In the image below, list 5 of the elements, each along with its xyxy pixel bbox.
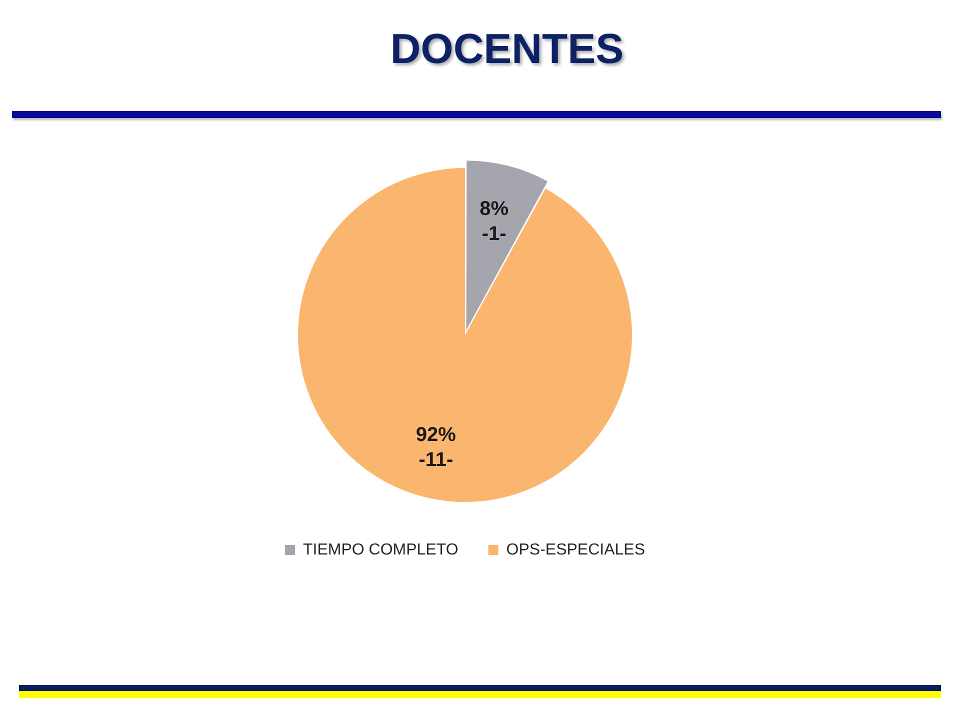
data-label: 92% -11- — [416, 424, 456, 472]
chart-title: DOCENTES — [389, 24, 625, 74]
data-label: 8% -1- — [480, 198, 509, 245]
legend-label: OPS-ESPECIALES — [506, 541, 645, 558]
legend-label: TIEMPO COMPLETO — [303, 541, 458, 558]
